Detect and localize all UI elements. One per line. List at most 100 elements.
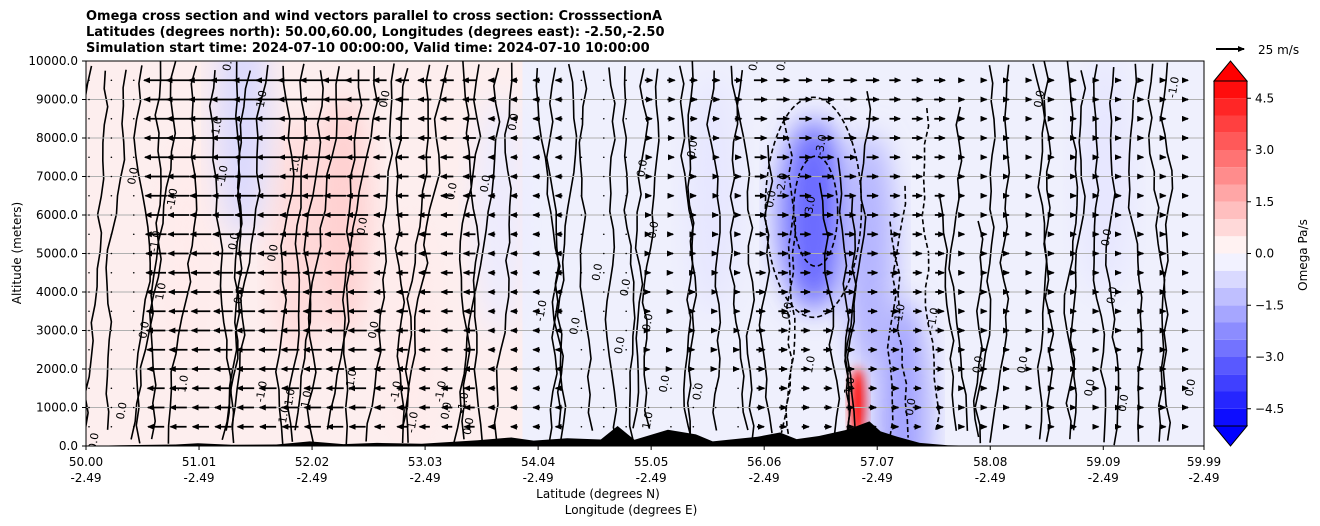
contour-line-45	[844, 91, 872, 434]
wind-vector-calm	[625, 117, 627, 120]
contour-label-2: 0.0	[114, 401, 130, 420]
wind-vector-calm	[110, 194, 113, 197]
colorbar-segment	[1214, 132, 1247, 150]
contour-label-55: 0.0	[970, 355, 986, 374]
contour-label-66: 0.0	[220, 53, 236, 72]
wind-vector-calm	[88, 156, 90, 159]
wind-vector-calm	[110, 79, 113, 82]
contour-label-10: -1.0	[214, 164, 231, 187]
wind-vector-calm	[714, 406, 717, 409]
y-tick-label: 2000.0	[36, 362, 78, 376]
wind-vector-calm	[110, 387, 113, 390]
colorbar-tick-label: −4.5	[1255, 402, 1284, 416]
wind-vector-calm	[602, 252, 605, 255]
wind-vector-calm	[714, 425, 717, 428]
wind-vector-calm	[580, 425, 583, 428]
quiver-key-label: 25 m/s	[1258, 43, 1299, 57]
wind-vector-calm	[602, 194, 605, 197]
x-tick-label-latitude: 51.01	[182, 455, 216, 469]
colorbar-tick-label: −3.0	[1255, 350, 1284, 364]
contour-line-46	[889, 221, 909, 438]
contour-label-51: -1.0	[841, 376, 858, 399]
contour-label-34: 0.0	[567, 316, 583, 335]
wind-vector-calm	[110, 117, 113, 120]
contour-line-62	[1160, 62, 1174, 441]
wind-vector-calm	[580, 252, 583, 255]
colorbar-extend-min	[1212, 425, 1249, 447]
contour-label-25: -1.0	[404, 411, 421, 434]
contour-line-40	[782, 120, 796, 445]
wind-vector-calm	[737, 387, 739, 390]
wind-vector-calm	[625, 194, 627, 197]
wind-vector-calm	[625, 175, 627, 178]
contour-line-43	[837, 157, 853, 446]
wind-vector-calm	[602, 329, 605, 332]
wind-vector-calm	[602, 79, 605, 82]
contour-label-20: -1.0	[343, 368, 360, 391]
wind-vector-calm	[625, 406, 627, 409]
wind-vector-calm	[647, 387, 650, 390]
wind-vector-calm	[88, 291, 90, 293]
contour-label-31: 0.0	[478, 174, 494, 193]
wind-vector-calm	[132, 214, 135, 216]
contour-label-56: 0.0	[1015, 355, 1031, 374]
colorbar-segment	[1214, 305, 1247, 323]
wind-vector-calm	[88, 348, 90, 351]
x-tick-label-longitude: -2.49	[862, 471, 893, 485]
colorbar-segment	[1214, 98, 1247, 116]
wind-vector-calm	[132, 252, 135, 255]
wind-vector-calm	[110, 425, 113, 428]
x-tick-label-longitude: -2.49	[297, 471, 328, 485]
wind-vector-calm	[110, 348, 113, 351]
contour-label-18: 1.0	[287, 155, 303, 174]
contour-line-24	[452, 67, 501, 446]
contour-line-42	[818, 182, 841, 435]
contour-line-47	[886, 185, 907, 439]
colorbar-tick-label: 0.0	[1255, 247, 1274, 261]
wind-vector-calm	[88, 175, 90, 178]
contour-line-18	[365, 63, 395, 442]
contour-line-6	[130, 61, 177, 440]
contour-label-16: -1.0	[281, 387, 298, 410]
colorbar-extend-max	[1212, 60, 1249, 82]
contour-label-42: 0.0	[657, 374, 673, 393]
contour-label-52: -1.0	[891, 303, 908, 326]
wind-vector-calm	[88, 271, 90, 274]
terrain-silhouette	[86, 421, 1204, 446]
contour-line-51	[972, 220, 984, 438]
x-axis: 50.00 -2.49 51.01 -2.49 52.02 -2.49 53.03 -2.49…	[69, 446, 1221, 485]
contour-label-36: 0.0	[612, 336, 628, 355]
contour-line-15	[306, 66, 340, 445]
x-axis-label-latitude: Latitude (degrees N)	[536, 487, 660, 501]
contour-label-7: 0.0	[136, 320, 152, 339]
colorbar-segment	[1214, 81, 1247, 99]
wind-vector-calm	[625, 291, 627, 293]
y-tick-label: 3000.0	[36, 324, 78, 338]
contour-label-47: -3.0	[802, 195, 819, 218]
y-tick-label: 8000.0	[36, 131, 78, 145]
wind-vector-calm	[737, 425, 739, 428]
colorbar-segment	[1214, 270, 1247, 288]
wind-vector-calm	[625, 98, 627, 101]
contour-label-37: 0.0	[617, 278, 633, 297]
wind-vector-calm	[602, 406, 605, 409]
contour-label-23: -1.0	[388, 380, 405, 403]
contour-label-3: 0.0	[125, 166, 141, 185]
contour-line-38	[729, 70, 749, 431]
wind-vector-calm	[132, 329, 135, 332]
wind-vector-calm	[580, 387, 583, 390]
negative-cell-contour-1	[764, 96, 863, 319]
wind-vector-calm	[132, 271, 135, 274]
contour-label-58: 0.0	[1082, 378, 1098, 397]
contour-label-44: 0.0	[690, 382, 706, 401]
wind-vector-calm	[625, 348, 627, 351]
contour-label-39: 0.0	[645, 220, 661, 239]
wind-vector-calm	[110, 406, 113, 409]
wind-vector-calm	[132, 156, 135, 159]
contour-label-22: 0.0	[366, 320, 382, 339]
contour-line-50	[948, 106, 969, 431]
x-tick-label-longitude: -2.49	[410, 471, 441, 485]
x-tick-label-longitude: -2.49	[636, 471, 667, 485]
contour-label-1: 0.0	[86, 432, 102, 451]
wind-vector-calm	[132, 310, 135, 313]
